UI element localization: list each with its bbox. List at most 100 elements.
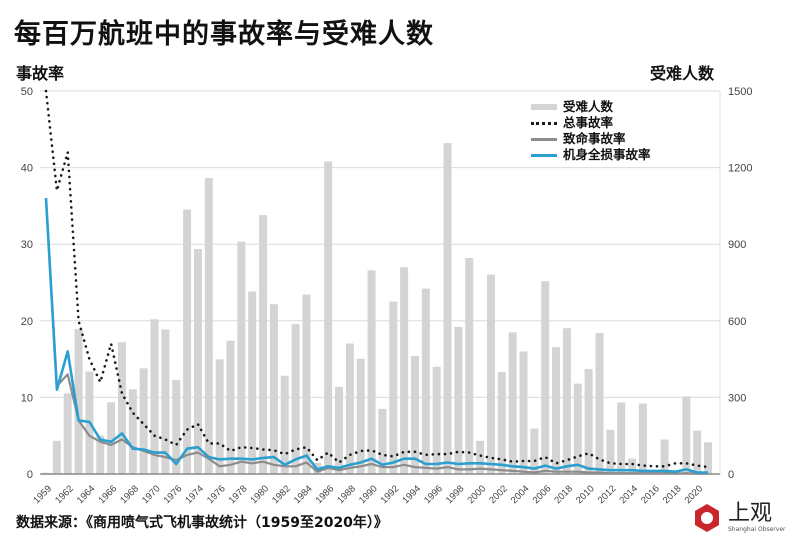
bar-2018 bbox=[682, 396, 691, 474]
x-tick: 1982 bbox=[270, 483, 293, 506]
x-tick: 1964 bbox=[75, 483, 98, 506]
bar-1983 bbox=[302, 294, 311, 474]
y-tick-left: 0 bbox=[27, 469, 33, 481]
y-tick-right: 1200 bbox=[728, 163, 752, 175]
bar-2009 bbox=[584, 369, 593, 474]
bar-2013 bbox=[628, 458, 637, 474]
legend-item-hull-loss-rate: 机身全损事故率 bbox=[531, 147, 651, 163]
series-line-3 bbox=[44, 198, 708, 474]
x-tick: 2006 bbox=[531, 483, 554, 506]
bar-1967 bbox=[128, 389, 137, 474]
bar-1993 bbox=[410, 356, 419, 474]
bar-1966 bbox=[117, 342, 126, 474]
bar-1981 bbox=[280, 375, 289, 474]
bar-1965 bbox=[107, 402, 116, 474]
x-tick: 1980 bbox=[248, 483, 271, 506]
y-tick-right: 600 bbox=[728, 316, 746, 328]
bar-1962 bbox=[74, 329, 83, 474]
bar-1975 bbox=[215, 359, 224, 474]
x-tick: 1978 bbox=[227, 483, 250, 506]
bar-2005 bbox=[541, 281, 550, 474]
legend-swatch-bar bbox=[531, 104, 557, 110]
bar-2020 bbox=[704, 442, 712, 474]
bar-1972 bbox=[183, 209, 192, 474]
bar-1980 bbox=[269, 304, 278, 474]
bar-1988 bbox=[356, 358, 365, 474]
logo-text: 上观 bbox=[728, 501, 773, 526]
x-tick: 2018 bbox=[552, 483, 575, 506]
x-tick: 1994 bbox=[400, 483, 423, 506]
legend-item-total-rate: 总事故率 bbox=[531, 115, 651, 131]
y-tick-left: 40 bbox=[21, 163, 33, 175]
chart-title: 每百万航班中的事故率与受难人数 bbox=[14, 19, 434, 50]
bar-1996 bbox=[443, 143, 452, 474]
bar-1994 bbox=[421, 288, 430, 474]
y-tick-right: 900 bbox=[728, 239, 746, 251]
x-tick: 1984 bbox=[292, 483, 315, 506]
bar-1978 bbox=[248, 291, 257, 474]
x-tick: 1998 bbox=[444, 483, 467, 506]
bar-1960 bbox=[52, 440, 61, 474]
bar-1992 bbox=[400, 267, 409, 474]
bar-1999 bbox=[476, 440, 485, 474]
x-tick: 1970 bbox=[140, 483, 163, 506]
bar-2016 bbox=[660, 439, 669, 474]
x-tick: 1962 bbox=[53, 483, 76, 506]
bar-1979 bbox=[259, 215, 268, 475]
series-line-1 bbox=[44, 89, 710, 469]
bar-1990 bbox=[378, 408, 387, 474]
legend-label: 受难人数 bbox=[563, 99, 614, 114]
x-tick: 1986 bbox=[314, 483, 337, 506]
x-tick: 1959 bbox=[31, 483, 54, 506]
bar-1961 bbox=[63, 393, 72, 474]
logo-subtext: Shanghai Observer bbox=[728, 526, 786, 533]
legend-item-fatal-rate: 致命事故率 bbox=[531, 131, 651, 147]
x-tick: 2016 bbox=[639, 483, 662, 506]
x-tick: 1976 bbox=[162, 483, 185, 506]
x-tick: 1996 bbox=[422, 483, 445, 506]
x-tick: 2018 bbox=[661, 483, 684, 506]
bar-1995 bbox=[432, 366, 441, 474]
x-tick: 1966 bbox=[97, 483, 120, 506]
legend-label: 机身全损事故率 bbox=[563, 147, 651, 162]
bar-1971 bbox=[172, 380, 181, 474]
bar-1998 bbox=[465, 257, 474, 474]
bar-2004 bbox=[530, 428, 539, 474]
legend-item-deaths: 受难人数 bbox=[531, 99, 651, 115]
y-tick-right: 0 bbox=[728, 469, 734, 481]
logo-icon bbox=[695, 504, 719, 532]
bar-1997 bbox=[454, 326, 463, 474]
legend-label: 致命事故率 bbox=[563, 131, 626, 146]
bar-2014 bbox=[638, 403, 647, 474]
bar-1973 bbox=[193, 249, 202, 474]
bar-1969 bbox=[150, 319, 159, 474]
x-tick: 1968 bbox=[118, 483, 141, 506]
y-tick-left: 50 bbox=[21, 86, 33, 98]
bar-2000 bbox=[486, 274, 495, 474]
legend-swatch-blue bbox=[531, 153, 557, 157]
bar-1970 bbox=[161, 329, 170, 474]
y-tick-left: 10 bbox=[21, 392, 33, 404]
x-tick: 1990 bbox=[357, 483, 380, 506]
x-tick: 1988 bbox=[335, 483, 358, 506]
bar-2006 bbox=[552, 347, 561, 474]
x-tick: 2010 bbox=[574, 483, 597, 506]
y-tick-left: 20 bbox=[21, 316, 33, 328]
x-tick: 2000 bbox=[465, 483, 488, 506]
bar-2019 bbox=[693, 430, 702, 474]
bar-2011 bbox=[606, 429, 615, 474]
bar-1991 bbox=[389, 301, 398, 474]
x-tick: 2014 bbox=[617, 483, 640, 506]
bar-2003 bbox=[519, 351, 528, 474]
bar-1985 bbox=[324, 161, 333, 475]
x-tick: 2012 bbox=[596, 483, 619, 506]
right-axis-label: 受难人数 bbox=[650, 64, 715, 83]
left-axis-label: 事故率 bbox=[16, 64, 65, 83]
bar-1968 bbox=[139, 368, 148, 474]
bar-2008 bbox=[573, 383, 582, 474]
bar-1964 bbox=[96, 435, 105, 474]
bar-1987 bbox=[345, 343, 354, 474]
legend-swatch-gray bbox=[531, 137, 557, 141]
bar-2001 bbox=[497, 372, 506, 474]
